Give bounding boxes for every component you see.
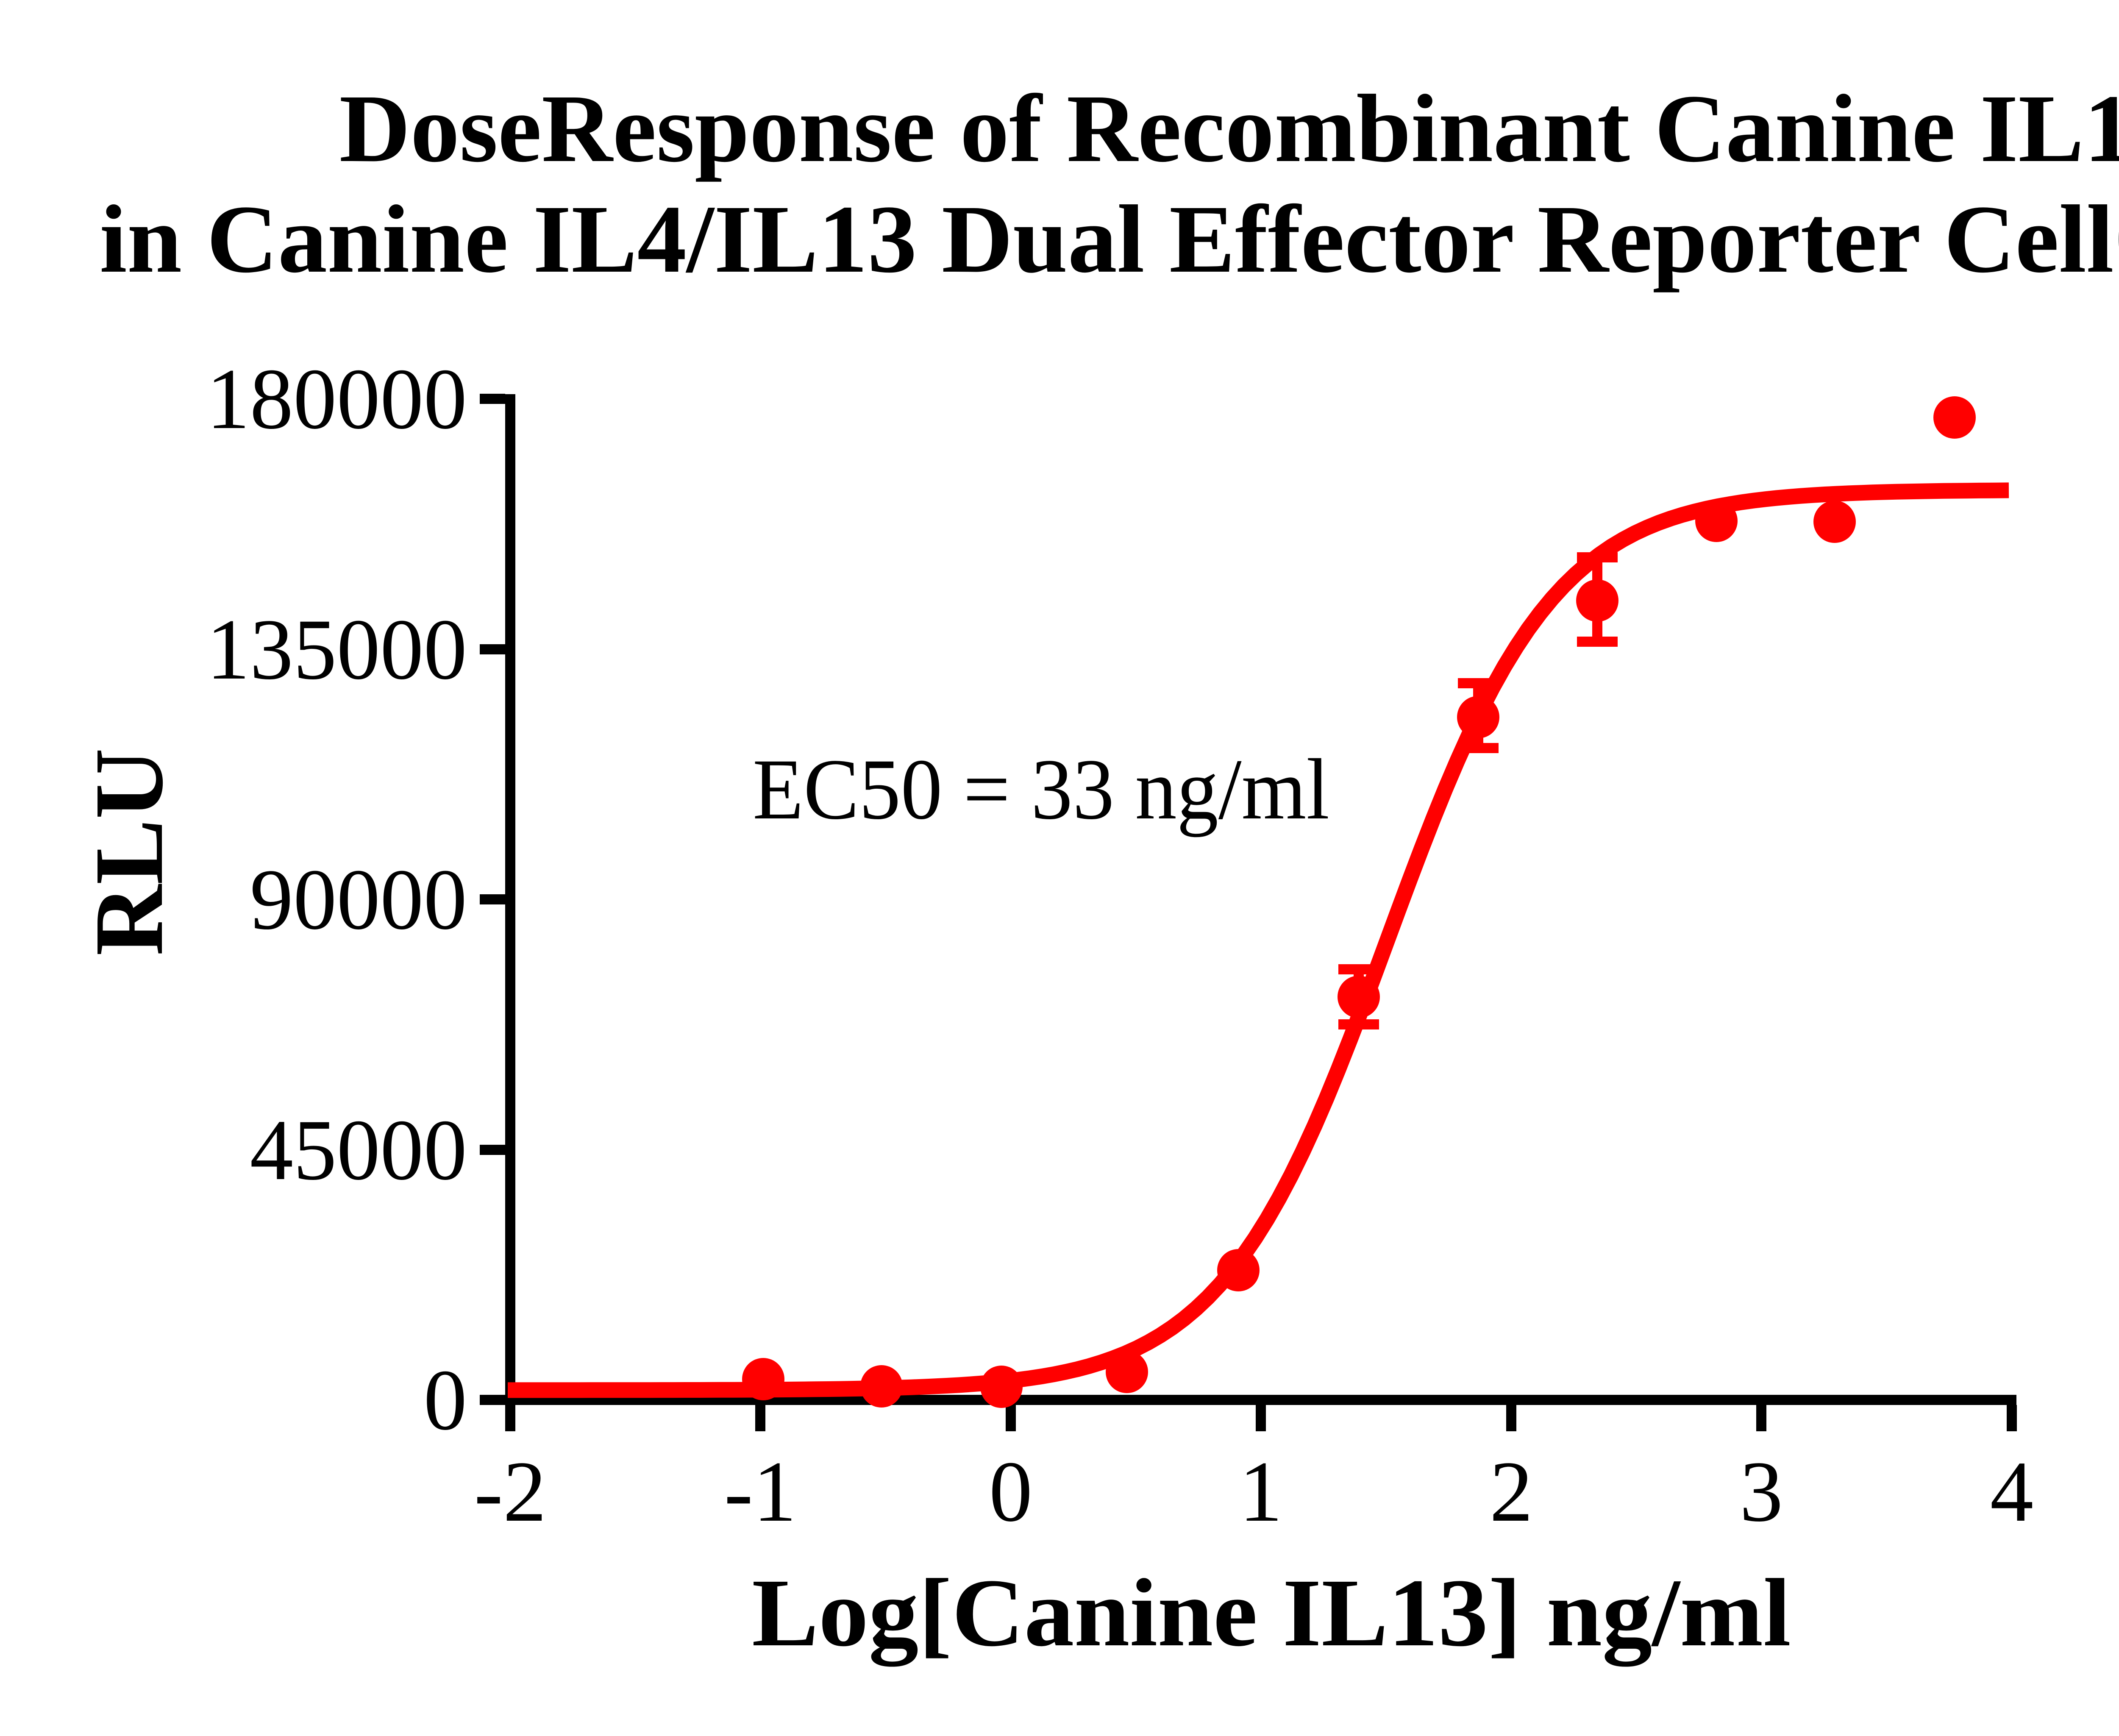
svg-text:0: 0	[424, 1352, 467, 1448]
svg-text:-1: -1	[724, 1444, 797, 1540]
svg-text:135000: 135000	[206, 601, 467, 698]
svg-text:EC50 = 33 ng/ml: EC50 = 33 ng/ml	[753, 741, 1329, 837]
svg-text:DoseResponse of Recombinant Ca: DoseResponse of Recombinant Canine IL13	[339, 75, 2119, 182]
svg-text:Log[Canine IL13] ng/ml: Log[Canine IL13] ng/ml	[752, 1559, 1791, 1667]
svg-text:0: 0	[989, 1444, 1033, 1540]
svg-text:45000: 45000	[250, 1102, 467, 1198]
svg-text:3: 3	[1740, 1444, 1783, 1540]
svg-text:1: 1	[1239, 1444, 1283, 1540]
svg-text:180000: 180000	[206, 351, 467, 447]
svg-text:RLU: RLU	[75, 748, 184, 956]
svg-text:4: 4	[1990, 1444, 2034, 1540]
svg-text:2: 2	[1490, 1444, 1533, 1540]
svg-text:in Canine IL4/IL13 Dual Effect: in Canine IL4/IL13 Dual Effector Reporte…	[100, 168, 2119, 293]
svg-text:-2: -2	[474, 1444, 547, 1540]
svg-text:90000: 90000	[250, 851, 467, 948]
